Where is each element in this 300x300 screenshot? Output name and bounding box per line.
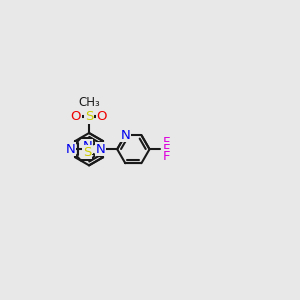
Text: F: F — [163, 150, 170, 163]
Text: O: O — [70, 110, 81, 123]
Text: F: F — [163, 143, 170, 156]
Text: N: N — [96, 143, 105, 156]
Text: O: O — [96, 110, 107, 123]
Text: F: F — [163, 136, 170, 148]
Text: N: N — [66, 143, 76, 156]
Text: CH₃: CH₃ — [78, 96, 100, 109]
Text: N: N — [82, 140, 92, 153]
Text: S: S — [85, 110, 93, 123]
Text: N: N — [120, 129, 130, 142]
Text: S: S — [83, 146, 92, 159]
